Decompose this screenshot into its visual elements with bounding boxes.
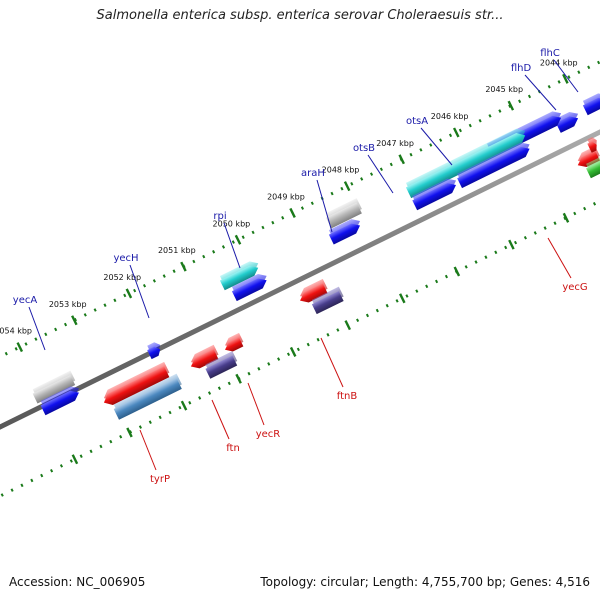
kbp-tick-mark	[289, 346, 297, 357]
leader-line-yecG	[547, 237, 572, 279]
leader-line-otsB	[367, 154, 394, 194]
kbp-tick-mark	[180, 261, 187, 272]
tyrP-arrow	[103, 361, 170, 405]
kbp-tick-label: 2047 kbp	[376, 139, 414, 148]
summary-text: Topology: circular; Length: 4,755,700 bp…	[260, 575, 590, 589]
gene-label-otsA: otsA	[406, 116, 428, 127]
kbp-tick-mark	[16, 342, 24, 353]
leader-line-rpi	[223, 222, 241, 269]
flhD-arrow	[555, 111, 579, 133]
yecG-box	[586, 153, 600, 179]
rpi-arrow	[219, 261, 259, 291]
gene-label-flhC: flhC	[540, 48, 560, 59]
kbp-tick-mark	[71, 454, 79, 465]
otsB-arrow-2	[412, 178, 457, 211]
gene-label-yecA: yecA	[13, 295, 38, 306]
kbp-tick-mark	[344, 320, 352, 331]
leader-line-araH	[316, 179, 333, 233]
kbp-tick-label: 2051 kbp	[158, 246, 196, 255]
kbp-tick-mark	[398, 154, 405, 165]
kbp-tick-mark	[289, 207, 296, 218]
gene-label-ftn: ftn	[226, 443, 240, 454]
ftnB-box	[311, 286, 344, 315]
otsB-arrow-1	[405, 128, 526, 199]
leader-line-yecR	[247, 382, 265, 426]
yecH-arrow	[147, 342, 161, 360]
kbp-tick-label: 2049 kbp	[267, 192, 305, 201]
ftnB-arrow	[300, 278, 328, 303]
kbp-tick-mark	[562, 73, 569, 84]
gene-label-ftnB: ftnB	[337, 391, 358, 402]
kbp-tick-mark	[399, 293, 406, 304]
kbp-tick-mark	[343, 181, 351, 192]
kbp-tick-label: 2046 kbp	[431, 112, 469, 121]
leader-line-otsA	[420, 127, 453, 166]
gene-label-araH: araH	[301, 168, 325, 179]
kbp-tick-label: 2054 kbp	[0, 327, 32, 336]
gene-label-yecG: yecG	[562, 282, 587, 293]
otsA-arrow-2	[457, 142, 530, 189]
gene-label-otsB: otsB	[353, 143, 375, 154]
ftn-box	[205, 351, 238, 379]
kbp-tick-label: 2052 kbp	[103, 273, 141, 282]
yecA-box	[32, 370, 76, 404]
yecR-arrow	[225, 332, 244, 352]
araH-arrow	[328, 219, 361, 245]
gene-label-tyrP: tyrP	[150, 474, 170, 485]
lower-track	[0, 199, 600, 498]
kbp-tick-label: 2053 kbp	[49, 300, 87, 309]
yecG-arrow-small	[587, 137, 597, 153]
kbp-tick-mark	[180, 400, 188, 411]
leader-line-flhD	[524, 74, 557, 111]
upper-track	[0, 60, 600, 359]
gene-label-yecH: yecH	[113, 253, 138, 264]
kbp-tick-mark	[71, 315, 78, 326]
kbp-tick-mark	[453, 266, 461, 277]
araH-box	[326, 198, 362, 229]
leader-line-tyrP	[139, 429, 157, 471]
gene-label-rpi: rpi	[213, 211, 226, 222]
leader-line-ftnB	[320, 337, 344, 388]
kbp-tick-mark	[452, 127, 460, 138]
yecA-arrow	[40, 386, 79, 416]
kbp-tick-label: 2050 kbp	[213, 219, 251, 228]
kbp-tick-mark	[126, 427, 133, 438]
kbp-tick-mark	[507, 100, 515, 111]
kbp-tick-mark	[562, 212, 570, 223]
gene-label-yecR: yecR	[256, 429, 281, 440]
gene-label-flhD: flhD	[511, 63, 532, 74]
ftn-arrow	[190, 344, 219, 369]
tyrP-box	[113, 373, 182, 420]
flhC-arrow	[582, 93, 600, 116]
kbp-tick-mark	[125, 288, 133, 299]
leader-line-yecA	[28, 306, 46, 351]
leader-line-yecH	[129, 264, 150, 319]
kbp-tick-label: 2044 kbp	[540, 58, 578, 67]
leader-line-ftn	[211, 399, 230, 440]
kbp-tick-label: 2045 kbp	[485, 85, 523, 94]
leader-line-flhC	[553, 59, 579, 93]
map-title: Salmonella enterica subsp. enterica sero…	[96, 8, 504, 23]
kbp-tick-mark	[234, 234, 242, 245]
accession-text: Accession: NC_006905	[9, 575, 146, 589]
kbp-tick-label: 2048 kbp	[322, 166, 360, 175]
kbp-tick-mark	[508, 239, 515, 250]
rpi-arrow-2	[231, 273, 267, 302]
kbp-tick-mark	[235, 373, 242, 384]
genome-backbone	[0, 129, 600, 430]
